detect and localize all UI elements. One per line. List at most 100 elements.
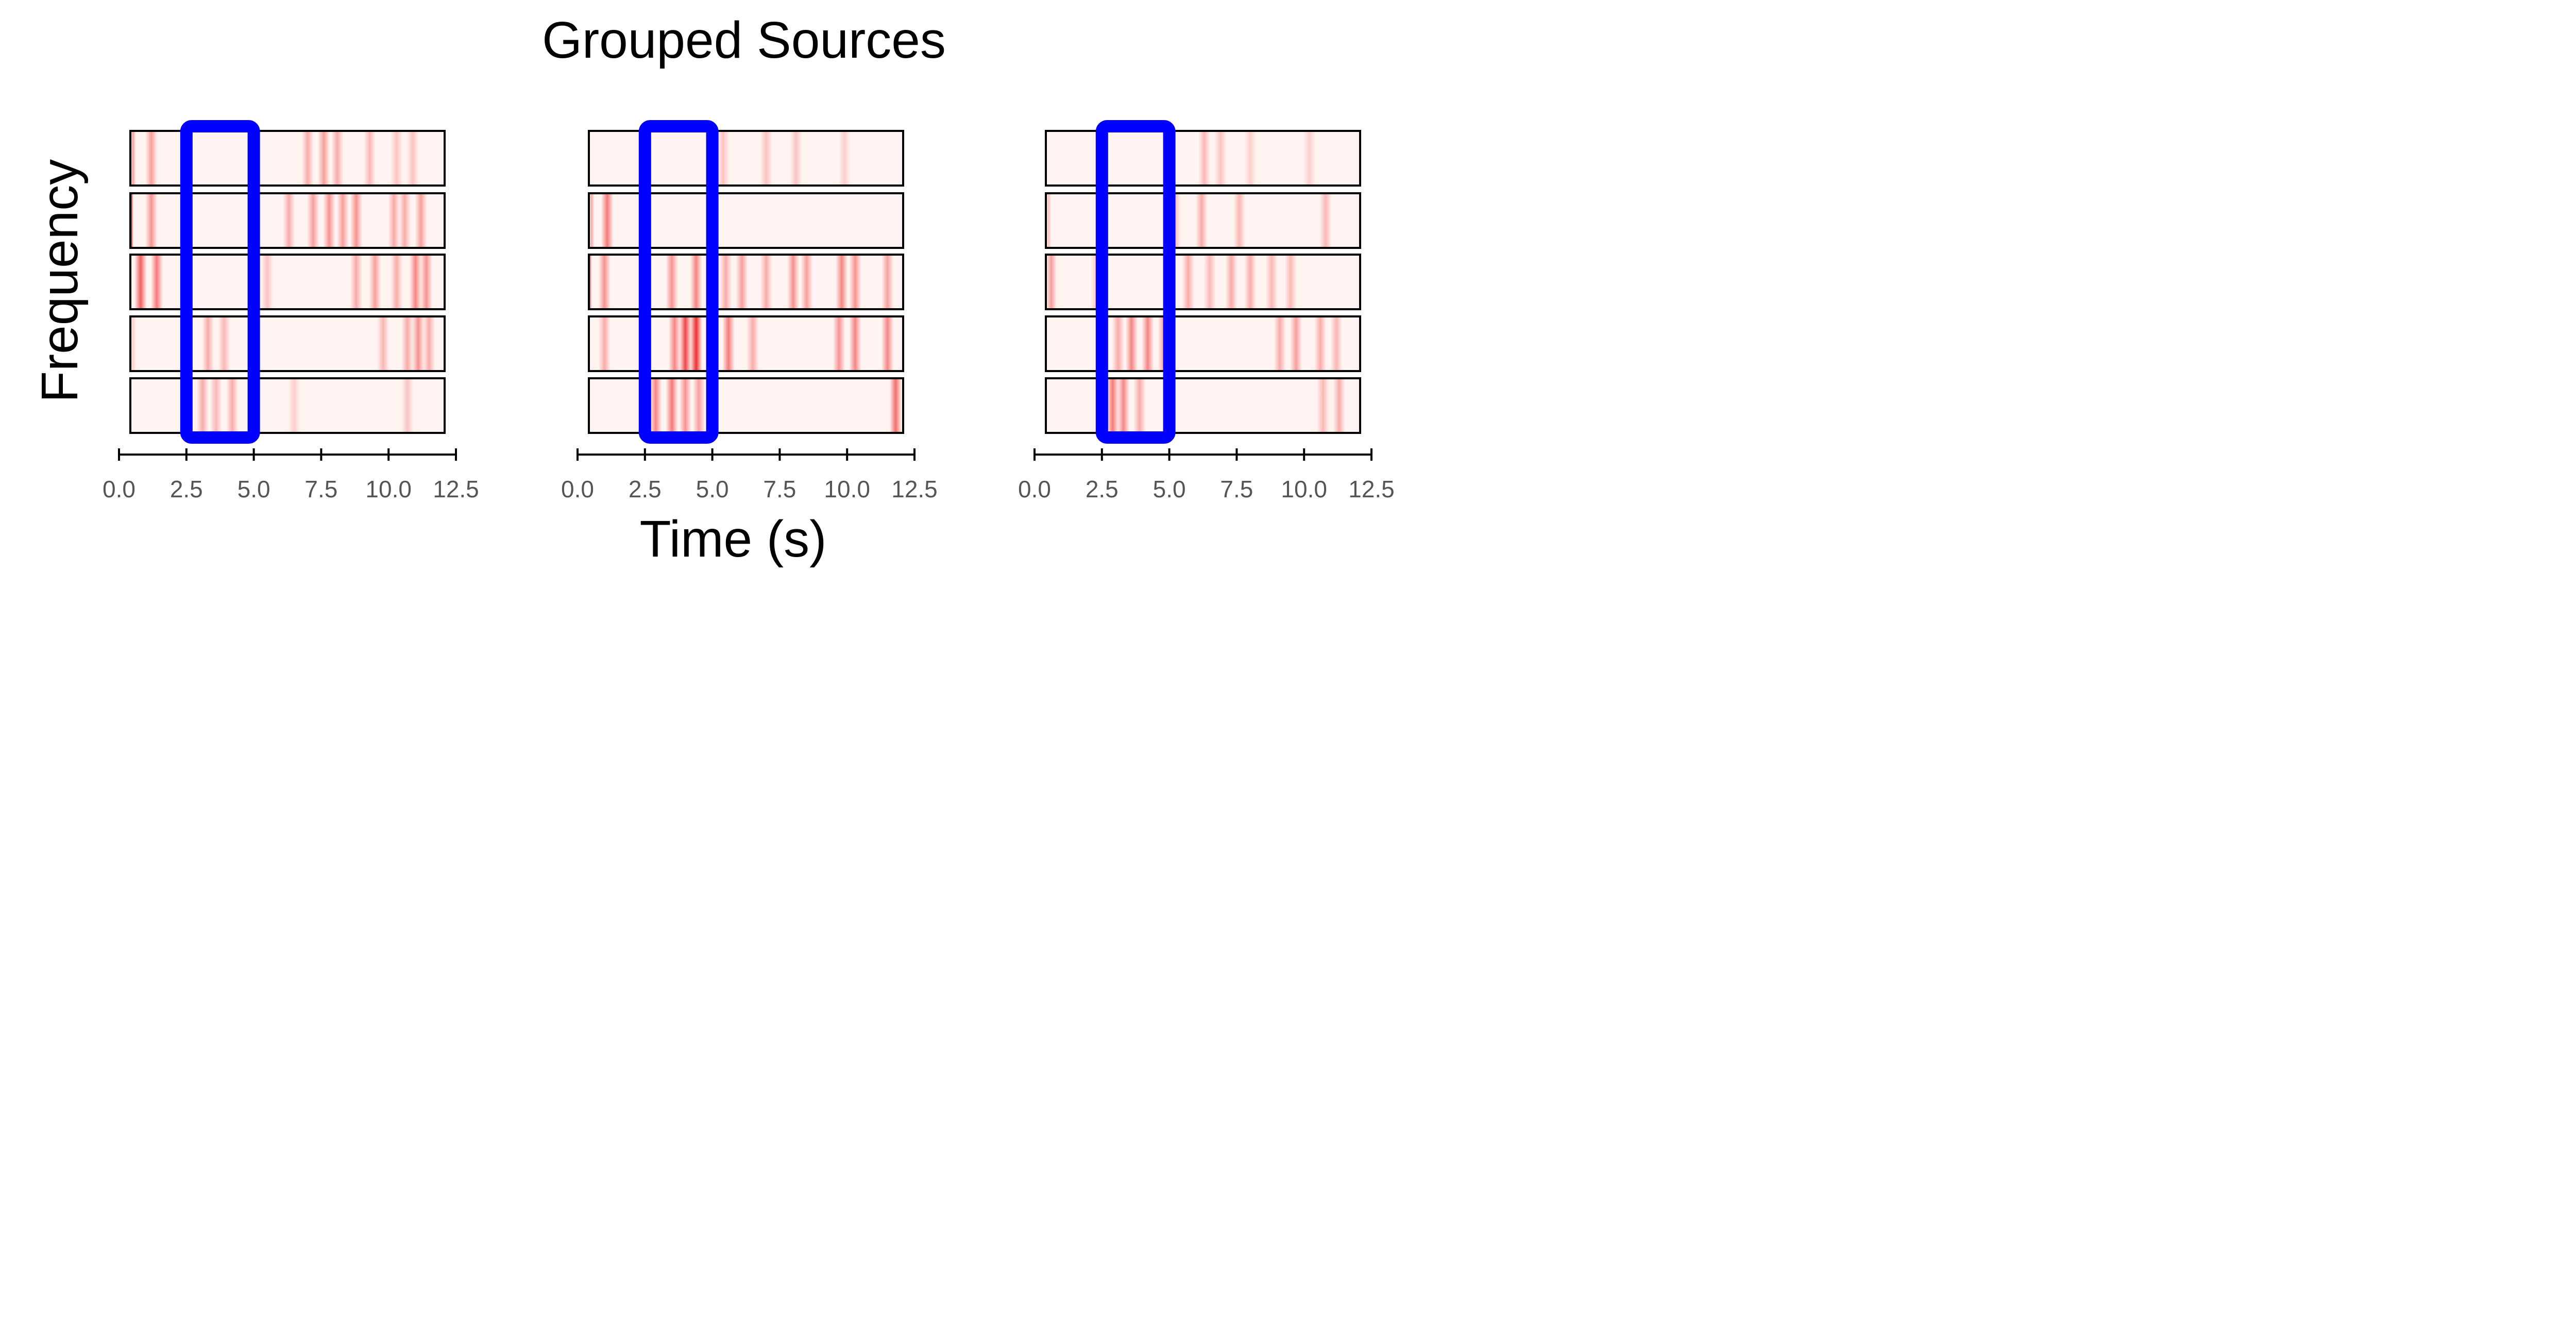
heatmap-cell xyxy=(1244,255,1257,309)
heatmap-cell xyxy=(415,193,427,248)
heatmap-cell xyxy=(323,193,335,248)
heatmap-cell xyxy=(226,378,239,433)
x-tick-label: 0.0 xyxy=(1018,476,1051,502)
x-tick-label: 2.5 xyxy=(629,476,662,502)
heatmap-cell xyxy=(838,131,851,186)
heatmap-cell xyxy=(589,193,595,248)
heatmap-cell xyxy=(1233,193,1246,248)
x-tick-label: 7.5 xyxy=(1220,476,1253,502)
heatmap-cell xyxy=(1141,316,1154,371)
heatmap-cell xyxy=(598,316,611,371)
heatmap-cell xyxy=(889,378,902,433)
heatmap-cell xyxy=(881,316,894,371)
heatmap-cell xyxy=(422,316,435,371)
heatmap-cell xyxy=(350,193,363,248)
heatmap-cell xyxy=(1125,316,1138,371)
heatmap-cell xyxy=(722,316,735,371)
heatmap-cell xyxy=(760,255,773,309)
heatmap-cell xyxy=(1046,193,1052,248)
panels: 0.0 2.5 5.0 7.5 10.0 12.5 0.0 2.5 5.0 7.5 10.0 12.5… xyxy=(103,120,1395,502)
x-tick-label: 5.0 xyxy=(1153,476,1186,502)
heatmap-cell xyxy=(331,131,344,186)
heatmap-cell xyxy=(849,255,861,309)
heatmap-cell xyxy=(747,316,759,371)
heatmap-cell xyxy=(406,131,419,186)
x-tick-label: 12.5 xyxy=(1348,476,1395,502)
heatmap-cell xyxy=(387,193,400,248)
heatmap-cell xyxy=(666,378,678,433)
heatmap-cell xyxy=(1284,255,1297,309)
x-tick-label: 10.0 xyxy=(1281,476,1327,502)
heatmap-row-frame xyxy=(129,377,446,434)
heatmap-cell xyxy=(391,131,403,186)
heatmap-cell xyxy=(369,255,381,309)
heatmap-row-frame xyxy=(1045,315,1361,372)
heatmap-row-frame xyxy=(588,377,904,434)
heatmap-cell xyxy=(649,378,662,433)
heatmap-cell xyxy=(760,131,773,186)
heatmap-row-background xyxy=(589,131,903,186)
heatmap-cell xyxy=(598,255,611,309)
heatmap-cell xyxy=(1244,131,1257,186)
heatmap-cell xyxy=(218,316,230,371)
heatmap-cell xyxy=(835,255,848,309)
heatmap-cell xyxy=(210,378,223,433)
heatmap-row-background xyxy=(130,316,445,371)
heatmap-cell xyxy=(849,316,861,371)
heatmap-row-background xyxy=(1046,316,1360,371)
heatmap-cell xyxy=(800,255,813,309)
heatmap-cell xyxy=(1133,378,1146,433)
heatmap-row-frame xyxy=(129,192,446,249)
x-tick-label: 0.0 xyxy=(103,476,135,502)
heatmap-cell xyxy=(401,316,414,371)
heatmap-cell xyxy=(787,255,800,309)
heatmap-cell xyxy=(401,378,414,433)
figure-title: Grouped Sources xyxy=(542,11,946,69)
x-axis-label: Time (s) xyxy=(640,510,827,568)
heatmap-cell xyxy=(1290,316,1302,371)
heatmap-cell xyxy=(130,131,136,186)
heatmap-cell xyxy=(679,316,692,371)
x-tick-label: 12.5 xyxy=(433,476,479,502)
x-tick-label: 5.0 xyxy=(238,476,270,502)
heatmap-cell xyxy=(1274,316,1286,371)
heatmap-cell xyxy=(391,255,403,309)
heatmap-row-frame xyxy=(129,130,446,187)
heatmap-row-frame xyxy=(588,254,904,310)
heatmap-panel-3: 0.0 2.5 5.0 7.5 10.0 12.5 xyxy=(1018,120,1395,502)
heatmap-cell xyxy=(1204,255,1216,309)
heatmap-cell xyxy=(134,255,147,309)
heatmap-row-background xyxy=(589,378,903,433)
heatmap-cell xyxy=(317,131,330,186)
heatmap-cell xyxy=(736,255,748,309)
heatmap-cell xyxy=(420,255,433,309)
heatmap-cell xyxy=(150,255,163,309)
highlight-box xyxy=(638,120,719,444)
heatmap-cell xyxy=(589,255,592,309)
heatmap-cell xyxy=(363,131,376,186)
heatmap-cell xyxy=(301,131,314,186)
heatmap-cell xyxy=(1195,193,1208,248)
heatmap-cell xyxy=(196,378,209,433)
heatmap-cell xyxy=(1117,378,1130,433)
heatmap-cell xyxy=(282,193,295,248)
heatmap-cell xyxy=(336,193,349,248)
heatmap-cell xyxy=(668,316,681,371)
heatmap-cell xyxy=(1182,255,1194,309)
heatmap-row-frame xyxy=(1045,377,1361,434)
heatmap-cell xyxy=(790,131,802,186)
heatmap-row-frame xyxy=(588,192,904,249)
heatmap-cell xyxy=(1317,378,1329,433)
heatmap-cell xyxy=(1303,131,1316,186)
heatmap-cell xyxy=(350,255,363,309)
x-tick-label: 7.5 xyxy=(763,476,796,502)
heatmap-cell xyxy=(201,316,214,371)
x-tick-label: 10.0 xyxy=(365,476,412,502)
heatmap-row-background xyxy=(1046,378,1360,433)
highlight-box xyxy=(1095,120,1176,444)
heatmap-cell xyxy=(412,316,425,371)
heatmap-row-frame xyxy=(1045,130,1361,187)
heatmap-cell xyxy=(130,316,136,371)
x-tick-label: 7.5 xyxy=(304,476,337,502)
